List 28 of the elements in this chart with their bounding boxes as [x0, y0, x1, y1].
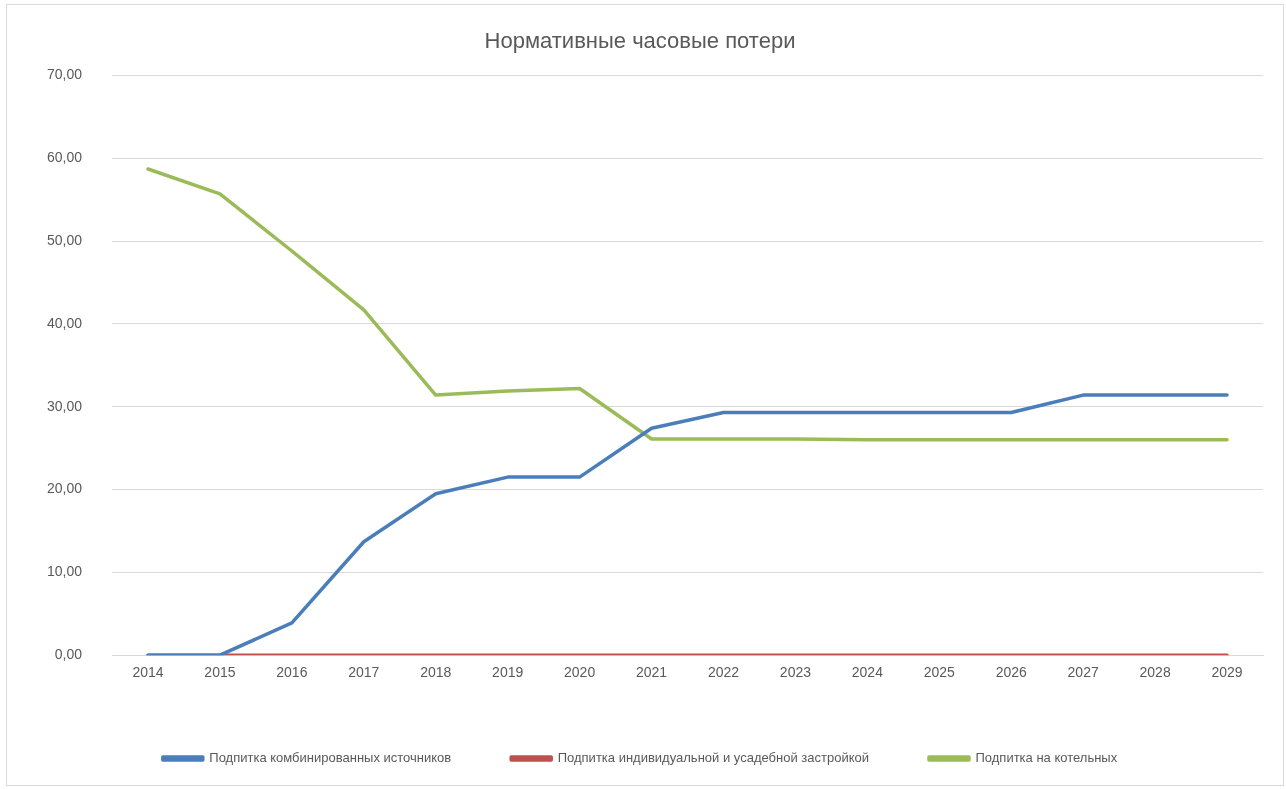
- legend-label: Подпитка на котельных: [975, 750, 1118, 766]
- chart-title: Нормативные часовые потери: [484, 28, 796, 54]
- y-tick-label: 70,00: [46, 66, 83, 83]
- y-tick-label: 40,00: [46, 314, 83, 331]
- y-tick-label: 10,00: [46, 563, 83, 580]
- x-tick-label: 2027: [1067, 664, 1099, 681]
- x-tick-label: 2028: [1139, 664, 1171, 681]
- x-tick-label: 2021: [635, 664, 668, 681]
- x-tick-label: 2026: [995, 664, 1028, 681]
- legend-label: Подпитка индивидуальной и усадебной застройкой: [557, 750, 869, 766]
- x-tick-label: 2018: [420, 664, 452, 681]
- x-tick-label: 2029: [1211, 664, 1243, 681]
- y-tick-label: 50,00: [46, 231, 83, 248]
- x-tick-label: 2015: [204, 664, 236, 681]
- x-tick-label: 2014: [132, 664, 164, 681]
- x-tick-label: 2019: [492, 664, 524, 681]
- y-tick-label: 60,00: [46, 149, 83, 166]
- y-tick-label: 0,00: [54, 646, 83, 663]
- y-tick-label: 30,00: [46, 397, 83, 414]
- x-tick-label: 2024: [851, 664, 884, 681]
- x-tick-label: 2022: [707, 664, 740, 681]
- x-tick-label: 2023: [779, 664, 812, 681]
- x-tick-label: 2025: [923, 664, 956, 681]
- x-tick-label: 2017: [348, 664, 380, 681]
- y-tick-label: 20,00: [46, 480, 83, 497]
- x-tick-label: 2016: [276, 664, 308, 681]
- x-tick-label: 2020: [564, 664, 596, 681]
- legend-label: Подпитка комбинированных источников: [209, 750, 452, 766]
